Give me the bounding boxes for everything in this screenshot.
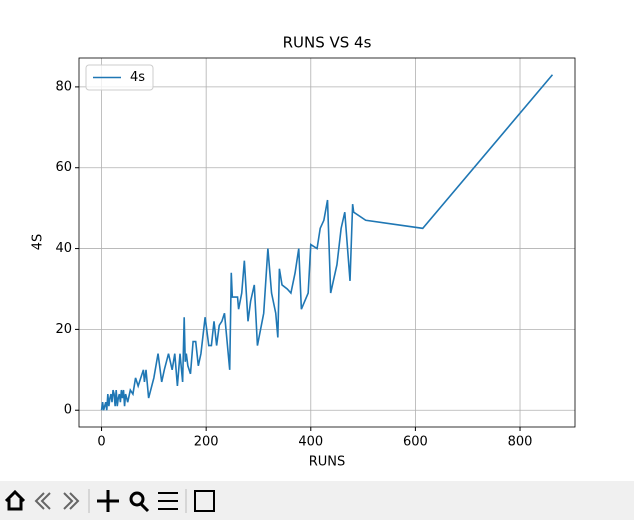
x-axis-label: RUNS [309, 455, 346, 470]
y-tick-label: 40 [55, 241, 72, 256]
zoom-handle [139, 502, 150, 513]
forward-button[interactable] [63, 492, 80, 510]
y-tick-label: 80 [55, 79, 72, 94]
y-tick-label: 0 [64, 403, 72, 418]
legend-label: 4s [130, 70, 145, 85]
save-button[interactable] [194, 490, 215, 512]
x-tick-label: 800 [508, 435, 533, 450]
x-tick-label: 200 [194, 435, 219, 450]
back-button[interactable] [34, 492, 51, 510]
y-axis-label: 4S [31, 234, 46, 251]
plot-frame [78, 57, 576, 428]
toolbar [0, 481, 634, 520]
pan-button[interactable] [97, 490, 119, 512]
configure-button[interactable] [158, 492, 178, 510]
chart: RUNS VS 4s RUNS 4S 0 200 400 600 800 0 20 40 60 8… [31, 34, 576, 470]
x-tick-label: 600 [403, 435, 428, 450]
toolbar-icons [4, 489, 215, 513]
x-tick-label: 0 [97, 435, 105, 450]
y-tick-label: 60 [55, 160, 72, 175]
home-button[interactable] [4, 489, 26, 511]
chart-title: RUNS VS 4s [283, 34, 372, 52]
data-line [100, 74, 554, 411]
y-tick-label: 20 [55, 322, 72, 337]
x-tick-label: 400 [298, 435, 323, 450]
zoom-button[interactable] [129, 491, 145, 507]
